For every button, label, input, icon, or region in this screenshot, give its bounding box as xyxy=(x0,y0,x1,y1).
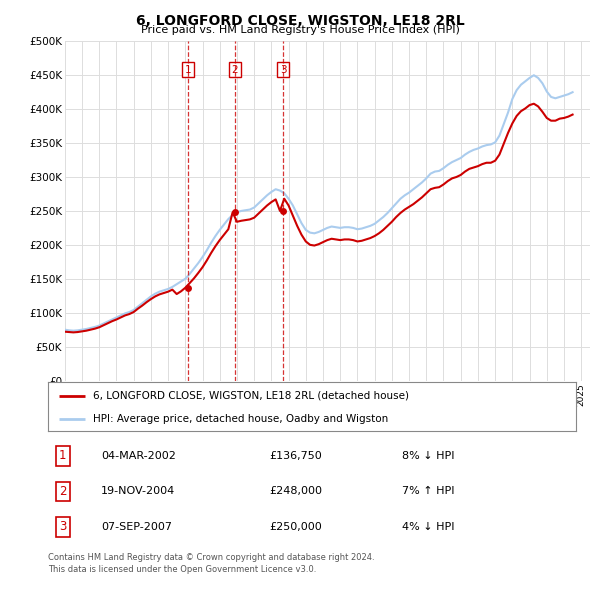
Text: 3: 3 xyxy=(59,520,67,533)
Text: 1: 1 xyxy=(185,65,191,75)
Text: 6, LONGFORD CLOSE, WIGSTON, LE18 2RL (detached house): 6, LONGFORD CLOSE, WIGSTON, LE18 2RL (de… xyxy=(93,391,409,401)
Text: Contains HM Land Registry data © Crown copyright and database right 2024.: Contains HM Land Registry data © Crown c… xyxy=(48,553,374,562)
Text: £248,000: £248,000 xyxy=(270,487,323,496)
Text: 2: 2 xyxy=(232,65,238,75)
Text: 8% ↓ HPI: 8% ↓ HPI xyxy=(402,451,454,461)
Text: 6, LONGFORD CLOSE, WIGSTON, LE18 2RL: 6, LONGFORD CLOSE, WIGSTON, LE18 2RL xyxy=(136,14,464,28)
Text: 7% ↑ HPI: 7% ↑ HPI xyxy=(402,487,454,496)
Text: 1: 1 xyxy=(59,450,67,463)
Text: £250,000: £250,000 xyxy=(270,522,323,532)
Text: HPI: Average price, detached house, Oadby and Wigston: HPI: Average price, detached house, Oadb… xyxy=(93,414,388,424)
Text: 07-SEP-2007: 07-SEP-2007 xyxy=(101,522,172,532)
Text: 3: 3 xyxy=(280,65,286,75)
Text: 2: 2 xyxy=(59,485,67,498)
Text: This data is licensed under the Open Government Licence v3.0.: This data is licensed under the Open Gov… xyxy=(48,565,316,573)
Text: £136,750: £136,750 xyxy=(270,451,323,461)
Text: 04-MAR-2002: 04-MAR-2002 xyxy=(101,451,176,461)
Text: Price paid vs. HM Land Registry's House Price Index (HPI): Price paid vs. HM Land Registry's House … xyxy=(140,25,460,35)
Text: 19-NOV-2004: 19-NOV-2004 xyxy=(101,487,175,496)
Text: 4% ↓ HPI: 4% ↓ HPI xyxy=(402,522,454,532)
